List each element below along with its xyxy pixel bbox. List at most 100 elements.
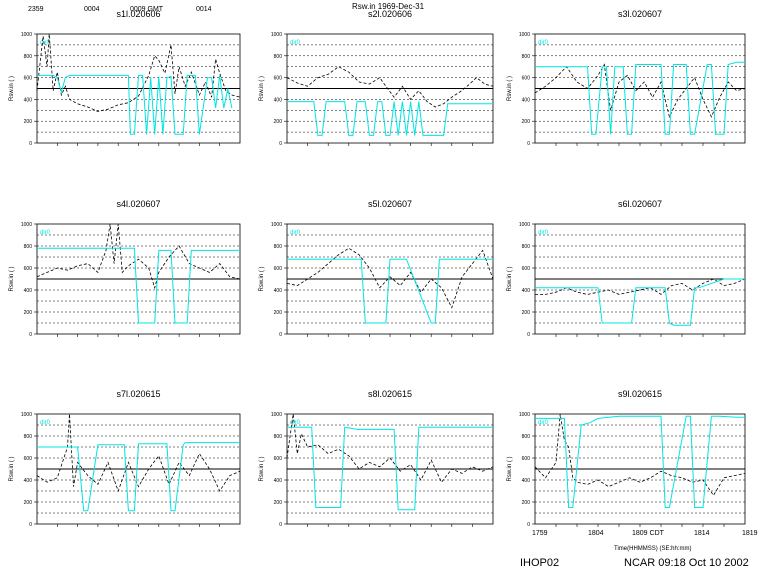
y-tick-label: 400 (24, 97, 33, 103)
y-tick-label: 400 (522, 478, 531, 484)
y-axis-label: Rsw.in ( ) (9, 456, 15, 481)
series-line-cyan (37, 247, 240, 324)
series-line-dashed (36, 33, 241, 112)
series-line-cyan (37, 74, 233, 135)
series-line-dashed (36, 223, 241, 290)
chart-panel: 0 200 400 600 800 1000 s8l.020615 Rsw.in ( ) dir… (259, 389, 494, 528)
footer-right: NCAR 09:18 Oct 10 2002 (624, 557, 749, 569)
y-tick-label: 0 (279, 332, 282, 338)
y-tick-label: 400 (24, 478, 33, 484)
series-line-cyan (287, 258, 493, 324)
y-tick-label: 0 (29, 522, 32, 528)
y-tick-label: 0 (279, 141, 282, 147)
y-tick-label: 0 (527, 332, 530, 338)
top-time-label: 0014 (196, 6, 212, 13)
y-tick-label: 0 (279, 522, 282, 528)
footer-left: IHOP02 (520, 557, 560, 569)
y-tick-label: 600 (522, 266, 531, 272)
y-tick-label: 200 (522, 310, 531, 316)
chart-title: s5l.020607 (368, 199, 412, 209)
y-tick-label: 800 (24, 244, 33, 250)
chart-title: s8l.020615 (368, 389, 412, 399)
y-tick-label: 1000 (519, 32, 530, 38)
y-tick-label: 200 (522, 119, 531, 125)
y-tick-label: 600 (24, 76, 33, 82)
y-tick-label: 200 (24, 500, 33, 506)
chart-panel: 0 200 400 600 800 1000 s1l.020606 Rsw.in ( ) dir… (9, 9, 241, 147)
y-tick-label: 1000 (21, 32, 32, 38)
y-tick-label: 400 (274, 478, 283, 484)
bottom-tick-label: 1759 (532, 530, 548, 537)
chart-panel: 0 200 400 600 800 1000 s6l.020607 Rsw.in ( ) dir… (507, 199, 746, 338)
top-time-label: 0004 (84, 6, 100, 13)
chart-panel: 0 200 400 600 800 1000 s5l.020607 Rsw.in ( ) dir… (259, 199, 494, 338)
y-tick-label: 800 (274, 434, 283, 440)
y-tick-label: 1000 (21, 222, 32, 228)
y-axis-label: Rsw.in ( ) (507, 456, 513, 481)
y-axis-label: Rsw.in ( ) (259, 456, 265, 481)
chart-panel: 0 200 400 600 800 1000 s3l.020607 Rsw.in ( ) dir… (507, 9, 746, 147)
legend-label: dir0 (290, 230, 301, 236)
legend-label: dir0 (538, 40, 549, 46)
series-line-dashed (534, 413, 746, 497)
y-tick-label: 400 (522, 97, 531, 103)
chart-title: s9l.020615 (618, 389, 662, 399)
series-line-dashed (535, 278, 746, 295)
y-tick-label: 400 (274, 288, 283, 294)
chart-panel: 0 200 400 600 800 1000 s4l.020607 Rsw.in ( ) dir… (9, 199, 241, 338)
y-tick-label: 800 (24, 54, 33, 60)
legend-label: dir0 (290, 40, 301, 46)
y-tick-label: 200 (522, 500, 531, 506)
legend-label: dir0 (40, 40, 51, 46)
legend-label: dir0 (538, 230, 549, 236)
y-tick-label: 600 (274, 266, 283, 272)
chart-panel: 0 200 400 600 800 1000 s7l.020615 Rsw.in ( ) dir… (9, 389, 241, 528)
y-tick-label: 400 (24, 288, 33, 294)
y-axis-label: Rsw.in ( ) (259, 76, 265, 101)
y-tick-label: 1000 (271, 412, 282, 418)
series-line-cyan (37, 442, 240, 512)
y-tick-label: 1000 (519, 412, 530, 418)
legend-label: dir0 (290, 420, 301, 426)
bottom-tick-label: 1809 CDT (632, 530, 664, 537)
y-axis-label: Rsw.in ( ) (507, 76, 513, 101)
chart-title: s4l.020607 (116, 199, 160, 209)
y-tick-label: 800 (522, 434, 531, 440)
series-line-cyan (535, 61, 745, 135)
y-tick-label: 600 (274, 456, 283, 462)
bottom-tick-label: 1804 (588, 530, 604, 537)
series-line-dashed (286, 66, 494, 108)
y-tick-label: 200 (274, 500, 283, 506)
y-tick-label: 0 (527, 522, 530, 528)
y-tick-label: 800 (522, 54, 531, 60)
series-line-cyan (535, 278, 745, 326)
y-axis-label: Rsw.in ( ) (259, 266, 265, 291)
y-tick-label: 0 (527, 141, 530, 147)
top-time-label: 2359 (28, 6, 44, 13)
y-tick-label: 1000 (21, 412, 32, 418)
series-line-dashed (36, 413, 241, 493)
series-line-dashed (286, 247, 494, 309)
y-tick-label: 800 (274, 54, 283, 60)
chart-title: s1l.020606 (116, 9, 160, 19)
series-line-cyan (287, 426, 493, 511)
y-tick-label: 800 (274, 244, 283, 250)
top-time-label: 0009 GMT (130, 6, 164, 13)
y-tick-label: 400 (274, 97, 283, 103)
chart-title: s6l.020607 (618, 199, 662, 209)
y-tick-label: 600 (522, 456, 531, 462)
y-tick-label: 200 (24, 310, 33, 316)
y-axis-label: Rsw.in ( ) (9, 76, 15, 101)
legend-label: dir0 (538, 420, 549, 426)
bottom-axis-label: Time(HHMMSS) (SE:hh:mm) (614, 546, 692, 552)
y-tick-label: 600 (274, 76, 283, 82)
series-line-dashed (534, 63, 746, 118)
bottom-tick-label: 1814 (694, 530, 710, 537)
chart-title: s2l.020606 (368, 9, 412, 19)
y-tick-label: 600 (24, 266, 33, 272)
y-tick-label: 1000 (271, 32, 282, 38)
y-tick-label: 0 (29, 332, 32, 338)
y-tick-label: 800 (522, 244, 531, 250)
series-line-cyan (535, 415, 745, 508)
